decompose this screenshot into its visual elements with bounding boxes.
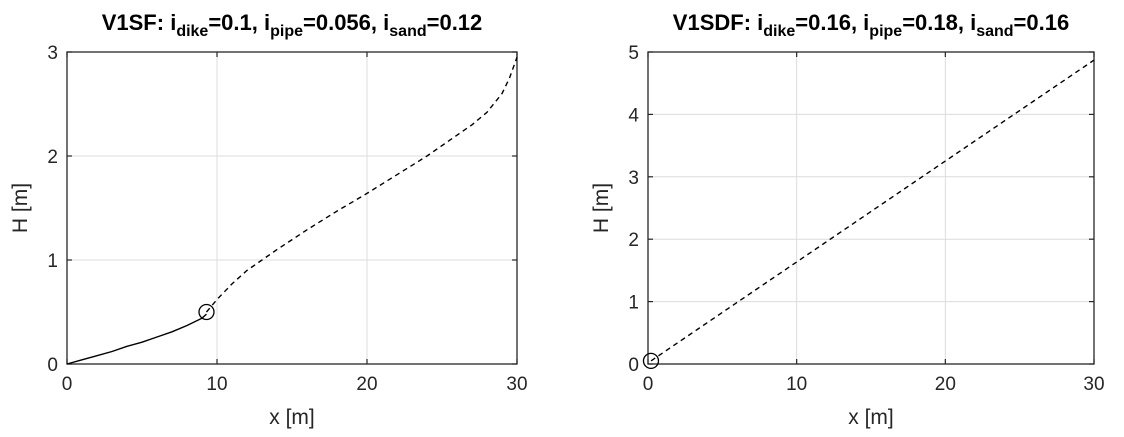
x-tick-label: 20 <box>356 374 377 395</box>
axes-box <box>66 51 518 365</box>
title-value: =0.12 <box>427 10 483 35</box>
x-tick-label: 30 <box>506 374 527 395</box>
x-axis-label: x [m] <box>269 406 315 429</box>
y-tick-label: 0 <box>628 355 639 376</box>
y-tick-label: 5 <box>628 43 639 64</box>
x-tick-label: 10 <box>786 374 807 395</box>
title-symbol: i <box>264 10 270 35</box>
axes-box <box>647 51 1095 365</box>
title-value: =0.1, <box>208 10 264 35</box>
y-tick-label: 1 <box>47 251 58 272</box>
x-tick-label: 20 <box>935 374 956 395</box>
series-line-1-dashed <box>650 59 1095 362</box>
y-tick-label: 3 <box>47 43 58 64</box>
title-prefix: V1SDF: <box>673 10 757 35</box>
y-axis-label: H [m] <box>9 183 32 233</box>
title-symbol: i <box>863 10 869 35</box>
y-tick-label: 2 <box>47 147 58 168</box>
title-value: =0.18, <box>902 10 970 35</box>
title-value: =0.056, <box>303 10 383 35</box>
series-line-1-solid <box>66 313 207 365</box>
title-value: =0.16, <box>795 10 863 35</box>
transition-point-marker <box>642 352 660 370</box>
x-axis-label: x [m] <box>848 406 894 429</box>
x-tick-label: 0 <box>643 374 654 395</box>
title-prefix: V1SF: <box>102 10 170 35</box>
title-subscript: dike <box>763 23 795 40</box>
title-subscript: sand <box>389 23 426 40</box>
y-tick-label: 4 <box>628 105 639 126</box>
title-subscript: pipe <box>270 23 303 40</box>
x-tick-label: 30 <box>1083 374 1104 395</box>
x-tick-label: 10 <box>206 374 227 395</box>
y-tick-label: 2 <box>628 230 639 251</box>
title-subscript: dike <box>176 23 208 40</box>
y-axis-label: H [m] <box>590 183 613 233</box>
title-symbol: i <box>970 10 976 35</box>
title-symbol: i <box>757 10 763 35</box>
title-symbol: i <box>383 10 389 35</box>
chart-title: V1SDF: idike=0.16, ipipe=0.18, isand=0.1… <box>673 10 1069 40</box>
title-subscript: sand <box>976 23 1013 40</box>
y-tick-label: 1 <box>628 293 639 314</box>
title-subscript: pipe <box>869 23 902 40</box>
x-tick-label: 0 <box>62 374 73 395</box>
title-value: =0.16 <box>1014 10 1070 35</box>
title-symbol: i <box>170 10 176 35</box>
y-tick-label: 0 <box>47 355 58 376</box>
transition-point-marker <box>198 303 215 321</box>
y-tick-label: 3 <box>628 168 639 189</box>
chart-title: V1SF: idike=0.1, ipipe=0.056, isand=0.12 <box>102 10 483 40</box>
series-line-2-dashed <box>205 56 518 313</box>
